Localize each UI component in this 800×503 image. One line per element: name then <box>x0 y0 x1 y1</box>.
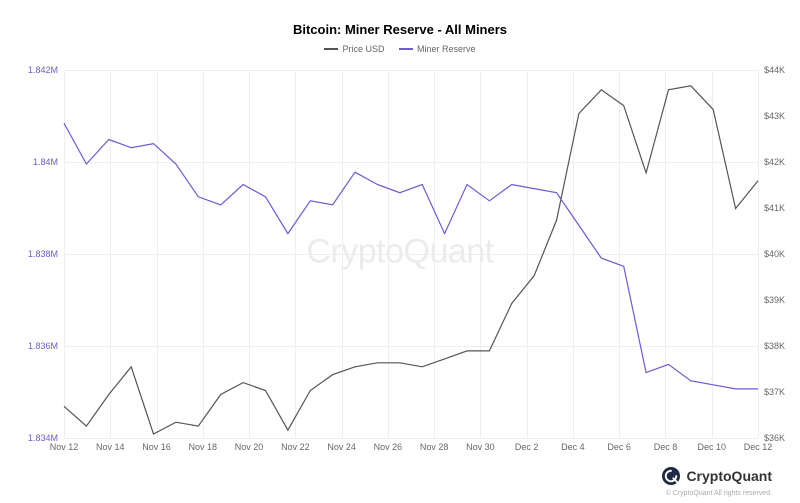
line-miner-reserve <box>64 123 758 389</box>
copyright: © CryptoQuant All rights reserved. <box>666 490 772 497</box>
line-price-usd <box>64 86 758 434</box>
chart-lines <box>0 0 800 503</box>
chart-container: Bitcoin: Miner Reserve - All Miners Pric… <box>0 0 800 503</box>
brand-text: CryptoQuant <box>686 468 772 484</box>
cryptoquant-icon <box>662 467 680 485</box>
brand: CryptoQuant <box>662 467 772 485</box>
